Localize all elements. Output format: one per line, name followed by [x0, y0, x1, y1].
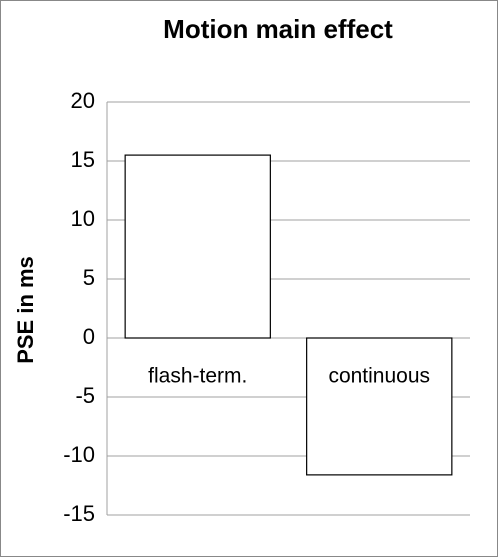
bar	[124, 154, 271, 339]
x-tick-label: flash-term.	[148, 365, 247, 388]
y-tick-label: 0	[83, 324, 95, 349]
y-tick-label: 10	[71, 206, 95, 231]
y-tick-label: 20	[71, 88, 95, 113]
y-tick-label: -15	[63, 501, 95, 526]
chart-title: Motion main effect	[163, 14, 393, 44]
y-tick-label: 5	[83, 265, 95, 290]
y-tick-label: 15	[71, 147, 95, 172]
x-tick-label: continuous	[328, 365, 430, 388]
y-tick-label: -10	[63, 442, 95, 467]
y-tick-label: -5	[75, 383, 95, 408]
bar	[306, 337, 453, 476]
y-axis-label: PSE in ms	[13, 256, 38, 364]
